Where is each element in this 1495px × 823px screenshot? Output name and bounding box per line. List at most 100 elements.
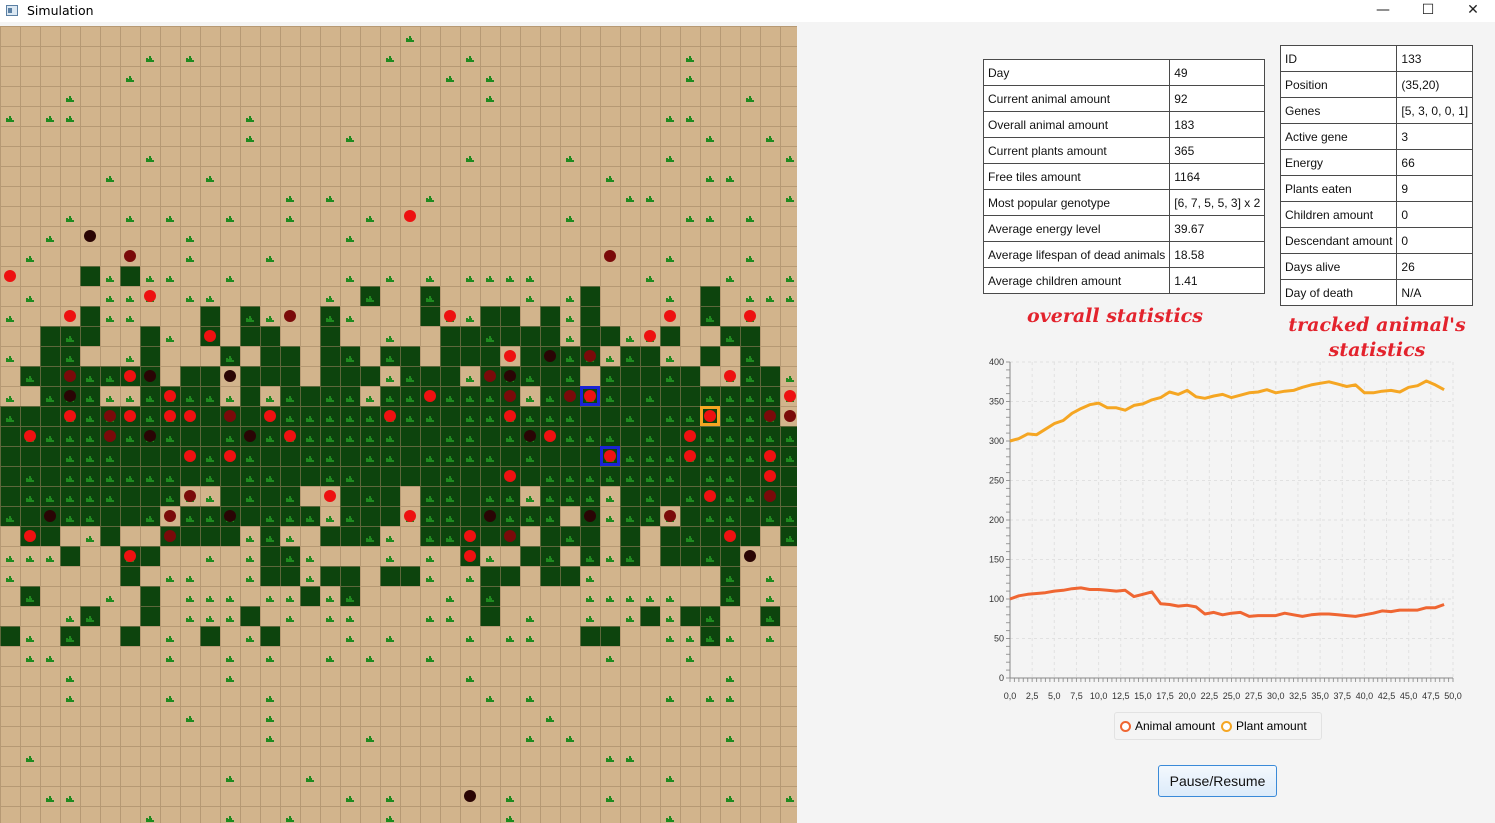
animal-marker[interactable] bbox=[584, 510, 596, 522]
animal-marker[interactable] bbox=[684, 430, 696, 442]
animal-marker[interactable] bbox=[784, 390, 796, 402]
plant-icon bbox=[666, 416, 674, 422]
animal-marker[interactable] bbox=[124, 550, 136, 562]
animal-marker[interactable] bbox=[164, 410, 176, 422]
plant-icon bbox=[366, 536, 374, 542]
plant-icon bbox=[706, 476, 714, 482]
plant-icon bbox=[566, 336, 574, 342]
animal-marker[interactable] bbox=[124, 370, 136, 382]
simulation-map[interactable] bbox=[0, 26, 797, 823]
animal-marker[interactable] bbox=[424, 390, 436, 402]
animal-marker[interactable] bbox=[224, 450, 236, 462]
animal-marker[interactable] bbox=[744, 550, 756, 562]
animal-marker[interactable] bbox=[324, 490, 336, 502]
animals[interactable] bbox=[4, 210, 796, 802]
plant-icon bbox=[686, 216, 694, 222]
animal-marker[interactable] bbox=[224, 410, 236, 422]
animal-marker[interactable] bbox=[664, 310, 676, 322]
highlights bbox=[580, 386, 720, 466]
animal-marker[interactable] bbox=[604, 450, 616, 462]
animal-marker[interactable] bbox=[584, 350, 596, 362]
map-grid[interactable] bbox=[0, 26, 797, 823]
animal-marker[interactable] bbox=[764, 410, 776, 422]
animal-marker[interactable] bbox=[224, 370, 236, 382]
animal-marker[interactable] bbox=[64, 410, 76, 422]
x-tick-label: 32,5 bbox=[1289, 691, 1307, 701]
animal-marker[interactable] bbox=[224, 510, 236, 522]
plant-icon bbox=[186, 236, 194, 242]
animal-marker[interactable] bbox=[164, 530, 176, 542]
animal-marker[interactable] bbox=[464, 530, 476, 542]
animal-marker[interactable] bbox=[504, 390, 516, 402]
animal-marker[interactable] bbox=[744, 310, 756, 322]
animal-marker[interactable] bbox=[64, 370, 76, 382]
minimize-button[interactable]: — bbox=[1376, 2, 1390, 18]
animal-marker[interactable] bbox=[124, 250, 136, 262]
animal-marker[interactable] bbox=[504, 470, 516, 482]
stat-value: (35,20) bbox=[1396, 71, 1474, 98]
animal-marker[interactable] bbox=[24, 530, 36, 542]
maximize-button[interactable]: ☐ bbox=[1421, 2, 1435, 18]
animal-marker[interactable] bbox=[664, 510, 676, 522]
animal-marker[interactable] bbox=[144, 290, 156, 302]
animal-marker[interactable] bbox=[104, 430, 116, 442]
animal-marker[interactable] bbox=[544, 350, 556, 362]
plant-icon bbox=[166, 336, 174, 342]
animal-marker[interactable] bbox=[44, 510, 56, 522]
animal-marker[interactable] bbox=[504, 530, 516, 542]
animal-marker[interactable] bbox=[164, 390, 176, 402]
animal-marker[interactable] bbox=[704, 490, 716, 502]
animal-marker[interactable] bbox=[764, 470, 776, 482]
animal-marker[interactable] bbox=[584, 390, 596, 402]
plant-icon bbox=[26, 496, 34, 502]
animal-marker[interactable] bbox=[384, 410, 396, 422]
animal-marker[interactable] bbox=[564, 390, 576, 402]
animal-marker[interactable] bbox=[484, 370, 496, 382]
animal-marker[interactable] bbox=[164, 510, 176, 522]
animal-marker[interactable] bbox=[544, 430, 556, 442]
animal-marker[interactable] bbox=[684, 450, 696, 462]
animal-marker[interactable] bbox=[724, 370, 736, 382]
animal-marker[interactable] bbox=[724, 530, 736, 542]
animal-marker[interactable] bbox=[64, 310, 76, 322]
animal-marker[interactable] bbox=[264, 410, 276, 422]
animal-marker[interactable] bbox=[244, 430, 256, 442]
animal-marker[interactable] bbox=[204, 330, 216, 342]
pause-resume-button[interactable]: Pause/Resume bbox=[1158, 765, 1277, 797]
animal-marker[interactable] bbox=[284, 430, 296, 442]
animal-marker[interactable] bbox=[764, 450, 776, 462]
animal-marker[interactable] bbox=[604, 250, 616, 262]
animal-marker[interactable] bbox=[24, 430, 36, 442]
animal-marker[interactable] bbox=[764, 490, 776, 502]
animal-marker[interactable] bbox=[64, 390, 76, 402]
animal-marker[interactable] bbox=[504, 350, 516, 362]
animal-marker[interactable] bbox=[144, 370, 156, 382]
animal-marker[interactable] bbox=[704, 410, 716, 422]
plant-icon bbox=[506, 636, 514, 642]
animal-marker[interactable] bbox=[464, 790, 476, 802]
y-tick-label: 350 bbox=[989, 397, 1004, 407]
animal-marker[interactable] bbox=[404, 510, 416, 522]
animal-marker[interactable] bbox=[524, 430, 536, 442]
animal-marker[interactable] bbox=[84, 230, 96, 242]
plant-icon bbox=[446, 496, 454, 502]
animal-marker[interactable] bbox=[404, 210, 416, 222]
animal-marker[interactable] bbox=[444, 310, 456, 322]
animal-marker[interactable] bbox=[124, 410, 136, 422]
animal-marker[interactable] bbox=[144, 430, 156, 442]
animal-marker[interactable] bbox=[184, 490, 196, 502]
animal-marker[interactable] bbox=[104, 410, 116, 422]
animal-marker[interactable] bbox=[4, 270, 16, 282]
animal-marker[interactable] bbox=[504, 370, 516, 382]
animal-marker[interactable] bbox=[184, 410, 196, 422]
chart-grid bbox=[1009, 361, 1454, 679]
animal-marker[interactable] bbox=[784, 410, 796, 422]
chart-legend: Animal amount Plant amount bbox=[1114, 712, 1322, 740]
animal-marker[interactable] bbox=[484, 510, 496, 522]
animal-marker[interactable] bbox=[464, 550, 476, 562]
animal-marker[interactable] bbox=[184, 450, 196, 462]
animal-marker[interactable] bbox=[644, 330, 656, 342]
animal-marker[interactable] bbox=[504, 410, 516, 422]
animal-marker[interactable] bbox=[284, 310, 296, 322]
close-button[interactable]: ✕ bbox=[1467, 2, 1479, 18]
